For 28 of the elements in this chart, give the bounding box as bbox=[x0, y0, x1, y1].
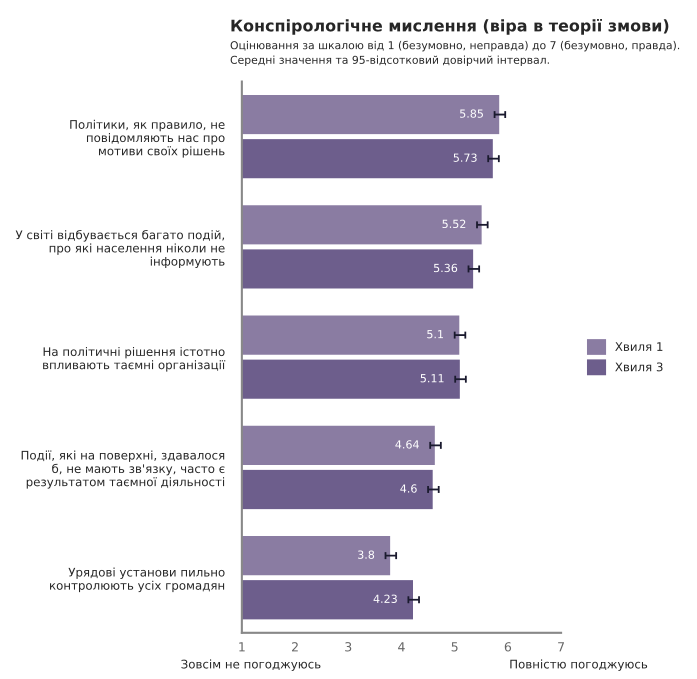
text: Зовсім не погоджуюсь bbox=[181, 659, 320, 671]
y-tick-label: Урядові установи пильно контролюють усіх громадян bbox=[50, 567, 225, 592]
data-label: 5.73 bbox=[454, 153, 477, 162]
data-label: 5.85 bbox=[460, 109, 483, 118]
legend-label: Хвиля 3 bbox=[615, 362, 663, 372]
data-label: 4.6 bbox=[400, 484, 417, 493]
x-tick-label: 2 bbox=[292, 642, 298, 652]
x-tick-label: 1 bbox=[239, 642, 245, 652]
text: Повністю погоджуюсь bbox=[510, 659, 648, 671]
data-label: 5.1 bbox=[427, 330, 444, 338]
data-label: 3.8 bbox=[358, 550, 374, 559]
data-label: 4.23 bbox=[374, 594, 397, 603]
data-label: 5.36 bbox=[434, 264, 458, 272]
x-tick-label: 6 bbox=[504, 642, 512, 652]
chart-subtitle: Оцінювання за шкалою від 1 (безумовно, неправда) до 7 (безумовно, правда). Середні значення та 95-відсотковий довірчий інтервал. bbox=[230, 40, 680, 66]
x-tick-label: 7 bbox=[558, 642, 564, 652]
x-tick-label: 3 bbox=[345, 642, 352, 652]
x-tick-label: 4 bbox=[398, 642, 405, 652]
data-label: 5.11 bbox=[420, 374, 444, 382]
y-tick-label: Політики, як правило, не повідомляють нас про мотиви своїх рішень bbox=[70, 120, 225, 158]
y-tick-label: Події, які на поверхні, здавалося б, не мають зв'язку, часто є результатом таємної діяльності bbox=[22, 450, 224, 489]
data-label: 4.64 bbox=[395, 440, 419, 449]
x-tick-label: 5 bbox=[452, 642, 458, 652]
data-label: 5.52 bbox=[442, 220, 466, 228]
y-tick-label: У світі відбувається багато подій, про які населення ніколи не інформують bbox=[16, 230, 225, 268]
chart-title: Конспірологічне мислення (віра в теорії змови) bbox=[231, 19, 668, 35]
y-tick-label: На політичні рішення істотно впливають таємні організації bbox=[43, 346, 226, 372]
legend-label: Хвиля 1 bbox=[615, 342, 662, 351]
